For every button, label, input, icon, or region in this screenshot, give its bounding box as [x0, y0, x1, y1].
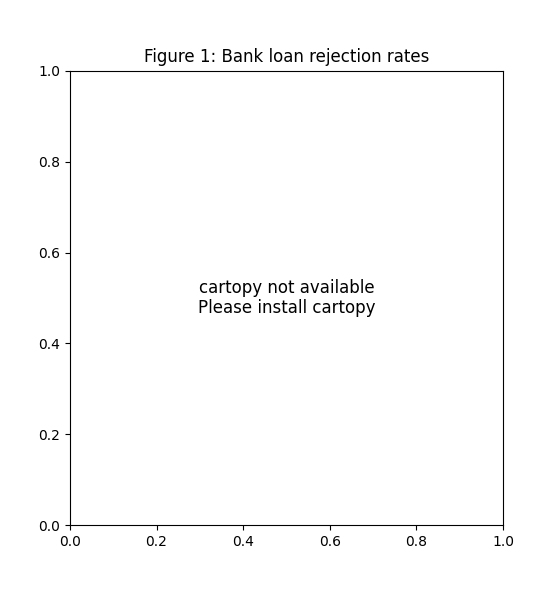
Text: cartopy not available
Please install cartopy: cartopy not available Please install car…: [198, 278, 375, 317]
Title: Figure 1: Bank loan rejection rates: Figure 1: Bank loan rejection rates: [144, 48, 429, 67]
